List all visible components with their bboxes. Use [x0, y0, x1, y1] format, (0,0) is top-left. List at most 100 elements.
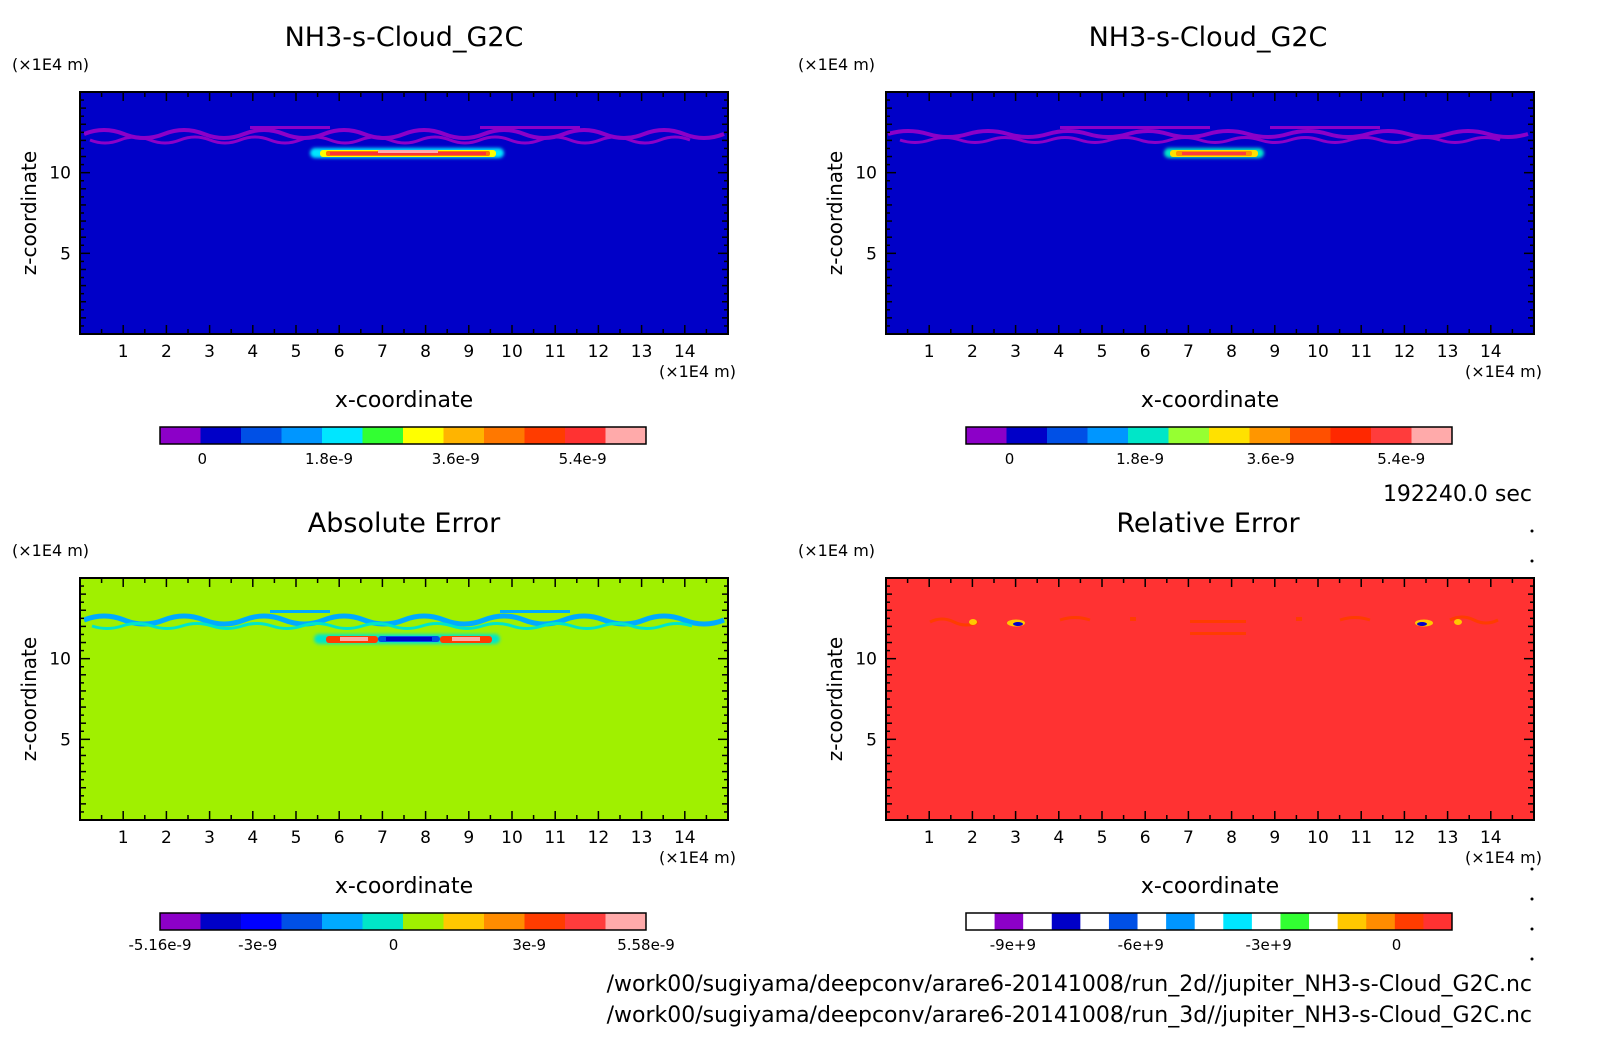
colorbar-swatch [1168, 427, 1210, 444]
colorbar-swatch [484, 913, 525, 930]
y-tick-label: 10 [49, 164, 71, 184]
colorbar-swatch [362, 427, 404, 444]
x-tick-label: 8 [420, 828, 431, 848]
colorbar-tick-label: 0 [389, 936, 399, 954]
colorbar-frame [965, 912, 1453, 931]
colorbar: 0 1.8e-9 3.6e-9 5.4e-9 [965, 426, 1453, 468]
panel-title: NH3-s-Cloud_G2C [285, 22, 524, 53]
y-tick-label: 10 [855, 650, 877, 670]
colorbar-swatch [484, 427, 525, 444]
colorbar-swatch [1411, 427, 1453, 444]
x-tick-label: 1 [924, 828, 935, 848]
x-tick-label: 1 [924, 342, 935, 362]
x-tick-label: 5 [1097, 828, 1108, 848]
panel-bottom-left: Absolute Error (×1E4 m) 1 2 3 4 5 6 7 8 9 10 11 12 1… [12, 508, 736, 954]
x-tick-label: 14 [674, 828, 696, 848]
x-tick-label: 9 [463, 828, 474, 848]
x-tick-label: 11 [544, 828, 566, 848]
file-path-2d: /work00/sugiyama/deepconv/arare6-2014100… [607, 972, 1532, 997]
colorbar-swatch [443, 427, 485, 444]
x-tick-label: 6 [1140, 342, 1151, 362]
x-tick-label: 10 [501, 342, 523, 362]
panel-title: Absolute Error [308, 508, 501, 539]
x-tick-label: 13 [631, 828, 653, 848]
colorbar-swatch [605, 913, 647, 930]
y-axis-label: z-coordinate [17, 151, 41, 275]
colorbar-tick-label: -9e+9 [990, 936, 1036, 954]
x-axis-label: x-coordinate [1141, 874, 1279, 899]
x-tick-label: 10 [1307, 342, 1329, 362]
x-tick-label: 11 [1350, 828, 1372, 848]
x-tick-label: 7 [1183, 342, 1194, 362]
colorbar-swatch [241, 913, 282, 930]
colorbar-frame [965, 426, 1453, 445]
colorbar-swatch [524, 913, 566, 930]
y-axis-label: z-coordinate [17, 637, 41, 761]
error-core [314, 634, 500, 644]
x-tick-label: 2 [967, 342, 978, 362]
colorbar-swatch [1251, 913, 1281, 930]
x-tick-label: 5 [291, 342, 302, 362]
x-tick-label: 9 [463, 342, 474, 362]
x-tick-label: 11 [544, 342, 566, 362]
colorbar-swatch [966, 913, 996, 930]
x-tick-label: 8 [1226, 342, 1237, 362]
colorbar-swatch [1209, 427, 1250, 444]
colorbar-tick-label: 1.8e-9 [305, 450, 353, 468]
colorbar-swatch [1137, 913, 1167, 930]
colorbar-swatch [1330, 427, 1372, 444]
file-path-3d: /work00/sugiyama/deepconv/arare6-2014100… [607, 1003, 1532, 1028]
colorbar: -9e+9 -6e+9 -3e+9 0 [965, 912, 1453, 954]
colorbar-swatch [160, 913, 201, 930]
colorbar: 0 1.8e-9 3.6e-9 5.4e-9 [159, 426, 647, 468]
y-unit-label: (×1E4 m) [798, 55, 875, 74]
x-tick-label: 10 [501, 828, 523, 848]
colorbar-swatch [362, 913, 404, 930]
x-tick-label: 3 [204, 828, 215, 848]
colorbar-swatch [1423, 913, 1453, 930]
colorbar-swatch [1006, 427, 1048, 444]
colorbar-tick-label: 3.6e-9 [432, 450, 480, 468]
y-tick-label: 5 [866, 244, 877, 264]
colorbar-tick-label: 1.8e-9 [1116, 450, 1164, 468]
x-tick-label: 14 [674, 342, 696, 362]
panel-title: NH3-s-Cloud_G2C [1089, 22, 1328, 53]
colorbar-tick-label: 5.4e-9 [1377, 450, 1425, 468]
x-unit-label: (×1E4 m) [659, 362, 736, 381]
x-axis-label: x-coordinate [1141, 388, 1279, 413]
colorbar-swatch [1280, 913, 1310, 930]
y-unit-label: (×1E4 m) [12, 541, 89, 560]
colorbar-swatch [1194, 913, 1224, 930]
colorbar-swatch [322, 427, 363, 444]
panel-title: Relative Error [1116, 508, 1300, 539]
relative-error-features [929, 615, 1499, 635]
colorbar-tick-label: 0 [1392, 936, 1402, 954]
cloud-core [1164, 148, 1264, 158]
colorbar-swatch [200, 913, 242, 930]
y-tick-label: 10 [49, 650, 71, 670]
x-unit-label: (×1E4 m) [1465, 362, 1542, 381]
x-tick-label: 4 [1053, 828, 1064, 848]
colorbar-swatch [1337, 913, 1367, 930]
x-tick-label: 1 [118, 828, 129, 848]
colorbar-swatch [403, 913, 444, 930]
colorbar-swatch [1290, 427, 1331, 444]
colorbar-swatch [524, 427, 566, 444]
x-tick-label: 8 [420, 342, 431, 362]
x-tick-label: 12 [1394, 828, 1416, 848]
colorbar-swatch [1223, 913, 1253, 930]
colorbar-swatch [1047, 427, 1088, 444]
cloud-layer-band [83, 126, 725, 145]
x-tick-label: 12 [588, 342, 610, 362]
x-tick-label: 4 [1053, 342, 1064, 362]
x-tick-label: 5 [291, 828, 302, 848]
y-tick-label: 5 [60, 244, 71, 264]
y-axis-label: z-coordinate [823, 151, 847, 275]
heatmap-background [80, 92, 728, 334]
x-axis-label: x-coordinate [335, 388, 473, 413]
y-tick-label: 5 [866, 730, 877, 750]
colorbar-swatch [565, 427, 606, 444]
